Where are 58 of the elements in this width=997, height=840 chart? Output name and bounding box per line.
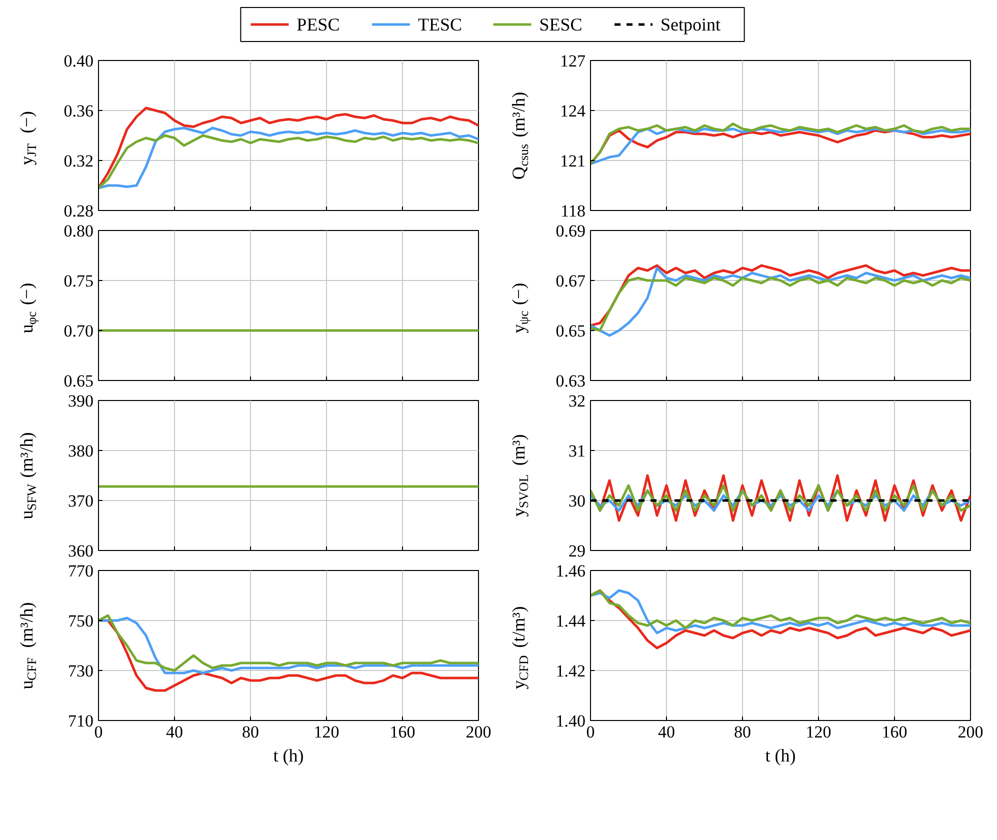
y-tick-label: 0.69 xyxy=(556,222,586,240)
x-axis-title: t (h) xyxy=(273,746,304,766)
x-axis-title: t (h) xyxy=(765,746,796,766)
x-tick-label: 40 xyxy=(166,722,183,742)
y-tick-label: 0.28 xyxy=(64,202,94,220)
x-tick-label: 0 xyxy=(586,722,595,742)
y-axis-title: uφc (−) xyxy=(16,282,39,334)
y-axis-title: Qcsus (m³/h) xyxy=(508,92,531,180)
y-tick-label: 390 xyxy=(68,392,94,410)
x-tick-label: 200 xyxy=(466,722,492,742)
legend-label: PESC xyxy=(296,14,340,34)
y-tick-label: 770 xyxy=(68,562,94,580)
x-tick-label: 160 xyxy=(390,722,416,742)
x-tick-label: 200 xyxy=(958,722,984,742)
legend-label: Setpoint xyxy=(660,14,721,34)
x-tick-label: 120 xyxy=(806,722,832,742)
y-tick-label: 370 xyxy=(68,492,94,510)
y-tick-label: 380 xyxy=(68,442,94,460)
y-tick-label: 127 xyxy=(560,52,586,70)
y-tick-label: 710 xyxy=(68,712,94,730)
legend-label: SESC xyxy=(539,14,582,34)
y-tick-label: 31 xyxy=(568,442,586,460)
y-tick-label: 0.67 xyxy=(556,272,586,290)
x-tick-label: 40 xyxy=(658,722,675,742)
y-axis-title: yJT (−) xyxy=(16,111,39,166)
x-tick-label: 120 xyxy=(314,722,340,742)
y-tick-label: 730 xyxy=(68,662,94,680)
legend-label: TESC xyxy=(418,14,462,34)
y-tick-label: 0.40 xyxy=(64,52,94,70)
y-tick-label: 0.65 xyxy=(64,372,94,390)
y-axis-title: yψc (−) xyxy=(508,282,531,334)
y-axis-title: uCFF (m³/h) xyxy=(16,602,39,690)
y-tick-label: 0.75 xyxy=(64,272,94,290)
y-tick-label: 0.63 xyxy=(556,372,586,390)
y-tick-label: 0.36 xyxy=(64,102,94,120)
y-tick-label: 30 xyxy=(568,492,586,510)
y-tick-label: 360 xyxy=(68,542,94,560)
y-tick-label: 124 xyxy=(560,102,586,120)
y-tick-label: 32 xyxy=(568,392,586,410)
y-tick-label: 750 xyxy=(68,612,94,630)
y-axis-title: yCFD (t/m³) xyxy=(508,606,531,690)
y-tick-label: 1.40 xyxy=(556,712,586,730)
x-tick-label: 0 xyxy=(94,722,103,742)
y-axis-title: uSFW (m³/h) xyxy=(16,432,39,520)
y-tick-label: 29 xyxy=(568,542,586,560)
y-axis-title: ySVOL (m³) xyxy=(508,434,531,517)
y-tick-label: 0.80 xyxy=(64,222,94,240)
y-tick-label: 121 xyxy=(560,152,586,170)
y-tick-label: 1.46 xyxy=(556,562,586,580)
y-tick-label: 0.70 xyxy=(64,322,94,340)
y-tick-label: 118 xyxy=(560,202,586,220)
x-tick-label: 160 xyxy=(882,722,908,742)
y-tick-label: 1.42 xyxy=(556,662,586,680)
y-tick-label: 1.44 xyxy=(556,612,586,630)
y-tick-label: 0.65 xyxy=(556,322,586,340)
x-tick-label: 80 xyxy=(734,722,751,742)
x-tick-label: 80 xyxy=(242,722,259,742)
y-tick-label: 0.32 xyxy=(64,152,94,170)
